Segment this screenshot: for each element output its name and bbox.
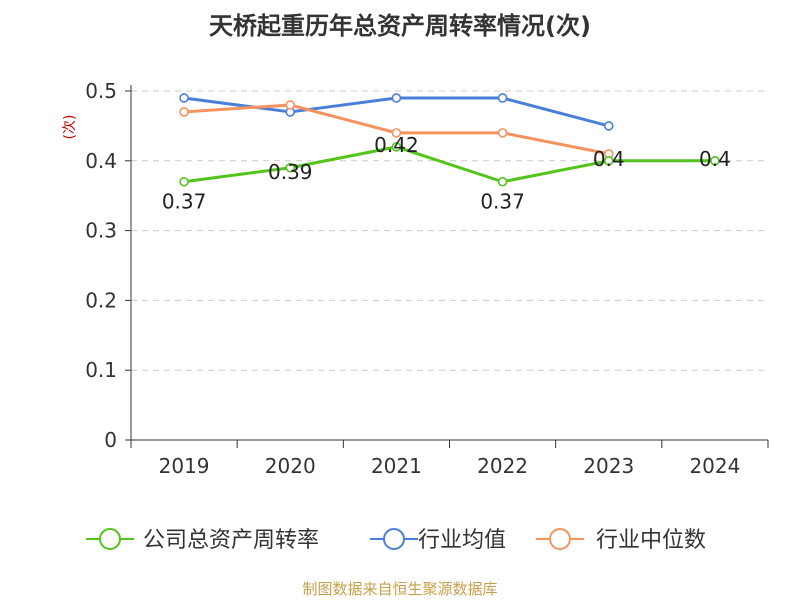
series-line <box>183 145 715 184</box>
data-point <box>391 142 402 152</box>
x-tick-label: 2024 <box>689 454 740 478</box>
legend-marker <box>99 528 121 550</box>
x-tick-label: 2022 <box>477 454 528 478</box>
data-point <box>179 176 189 187</box>
legend-marker <box>549 528 571 550</box>
data-point <box>285 162 296 173</box>
x-tick-label: 2021 <box>371 454 422 478</box>
legend-label: 行业均值 <box>418 528 506 553</box>
y-tick-label: 0.2 <box>85 288 117 312</box>
y-axis-label: (次) <box>62 115 78 140</box>
series-0 <box>179 142 720 187</box>
y-tick-label: 0.1 <box>85 358 117 382</box>
data-label: 0.37 <box>480 190 525 214</box>
x-tick-labels: 2019 2020 2021 2022 2023 2024 <box>159 454 741 478</box>
data-label: 0.37 <box>162 190 207 214</box>
data-label: 0.4 <box>699 147 731 171</box>
data-point <box>391 93 402 103</box>
x-tick-label: 2020 <box>265 454 316 478</box>
source-note: 制图数据来自恒生聚源数据库 <box>302 580 497 598</box>
data-point <box>497 128 508 138</box>
series-layer <box>179 93 720 187</box>
data-point <box>497 176 508 187</box>
legend-item: 行业中位数 <box>536 528 706 553</box>
data-point <box>710 156 720 166</box>
x-tick-label: 2023 <box>583 454 634 478</box>
data-label: 0.39 <box>268 160 313 184</box>
data-point <box>391 128 402 138</box>
legend: 公司总资产周转率 行业均值 行业中位数 <box>86 528 706 553</box>
data-point <box>179 93 189 103</box>
legend-item: 行业均值 <box>370 528 506 553</box>
y-tick-labels: 0 0.1 0.2 0.3 0.4 0.5 <box>85 79 117 452</box>
legend-label: 行业中位数 <box>596 528 706 553</box>
data-point <box>285 100 296 110</box>
series-2 <box>179 100 614 159</box>
legend-item: 公司总资产周转率 <box>86 528 319 553</box>
data-label: 0.4 <box>593 147 625 171</box>
data-label: 0.42 <box>374 133 419 157</box>
chart-title: 天桥起重历年总资产周转率情况(次) <box>209 12 591 40</box>
data-point <box>497 93 508 103</box>
y-tick-label: 0 <box>104 428 117 452</box>
data-point <box>603 156 614 166</box>
y-tick-label: 0.3 <box>85 219 117 243</box>
data-point <box>603 121 614 131</box>
legend-label: 公司总资产周转率 <box>143 528 319 553</box>
data-point <box>179 107 189 117</box>
gridlines <box>125 90 768 441</box>
legend-marker <box>383 528 405 550</box>
x-tick-label: 2019 <box>159 454 210 478</box>
series-1 <box>179 93 614 131</box>
axes <box>130 85 769 448</box>
y-tick-label: 0.4 <box>85 149 117 173</box>
y-tick-label: 0.5 <box>85 79 117 103</box>
data-labels: 0.37 0.39 0.42 0.37 0.4 0.4 <box>162 133 731 214</box>
